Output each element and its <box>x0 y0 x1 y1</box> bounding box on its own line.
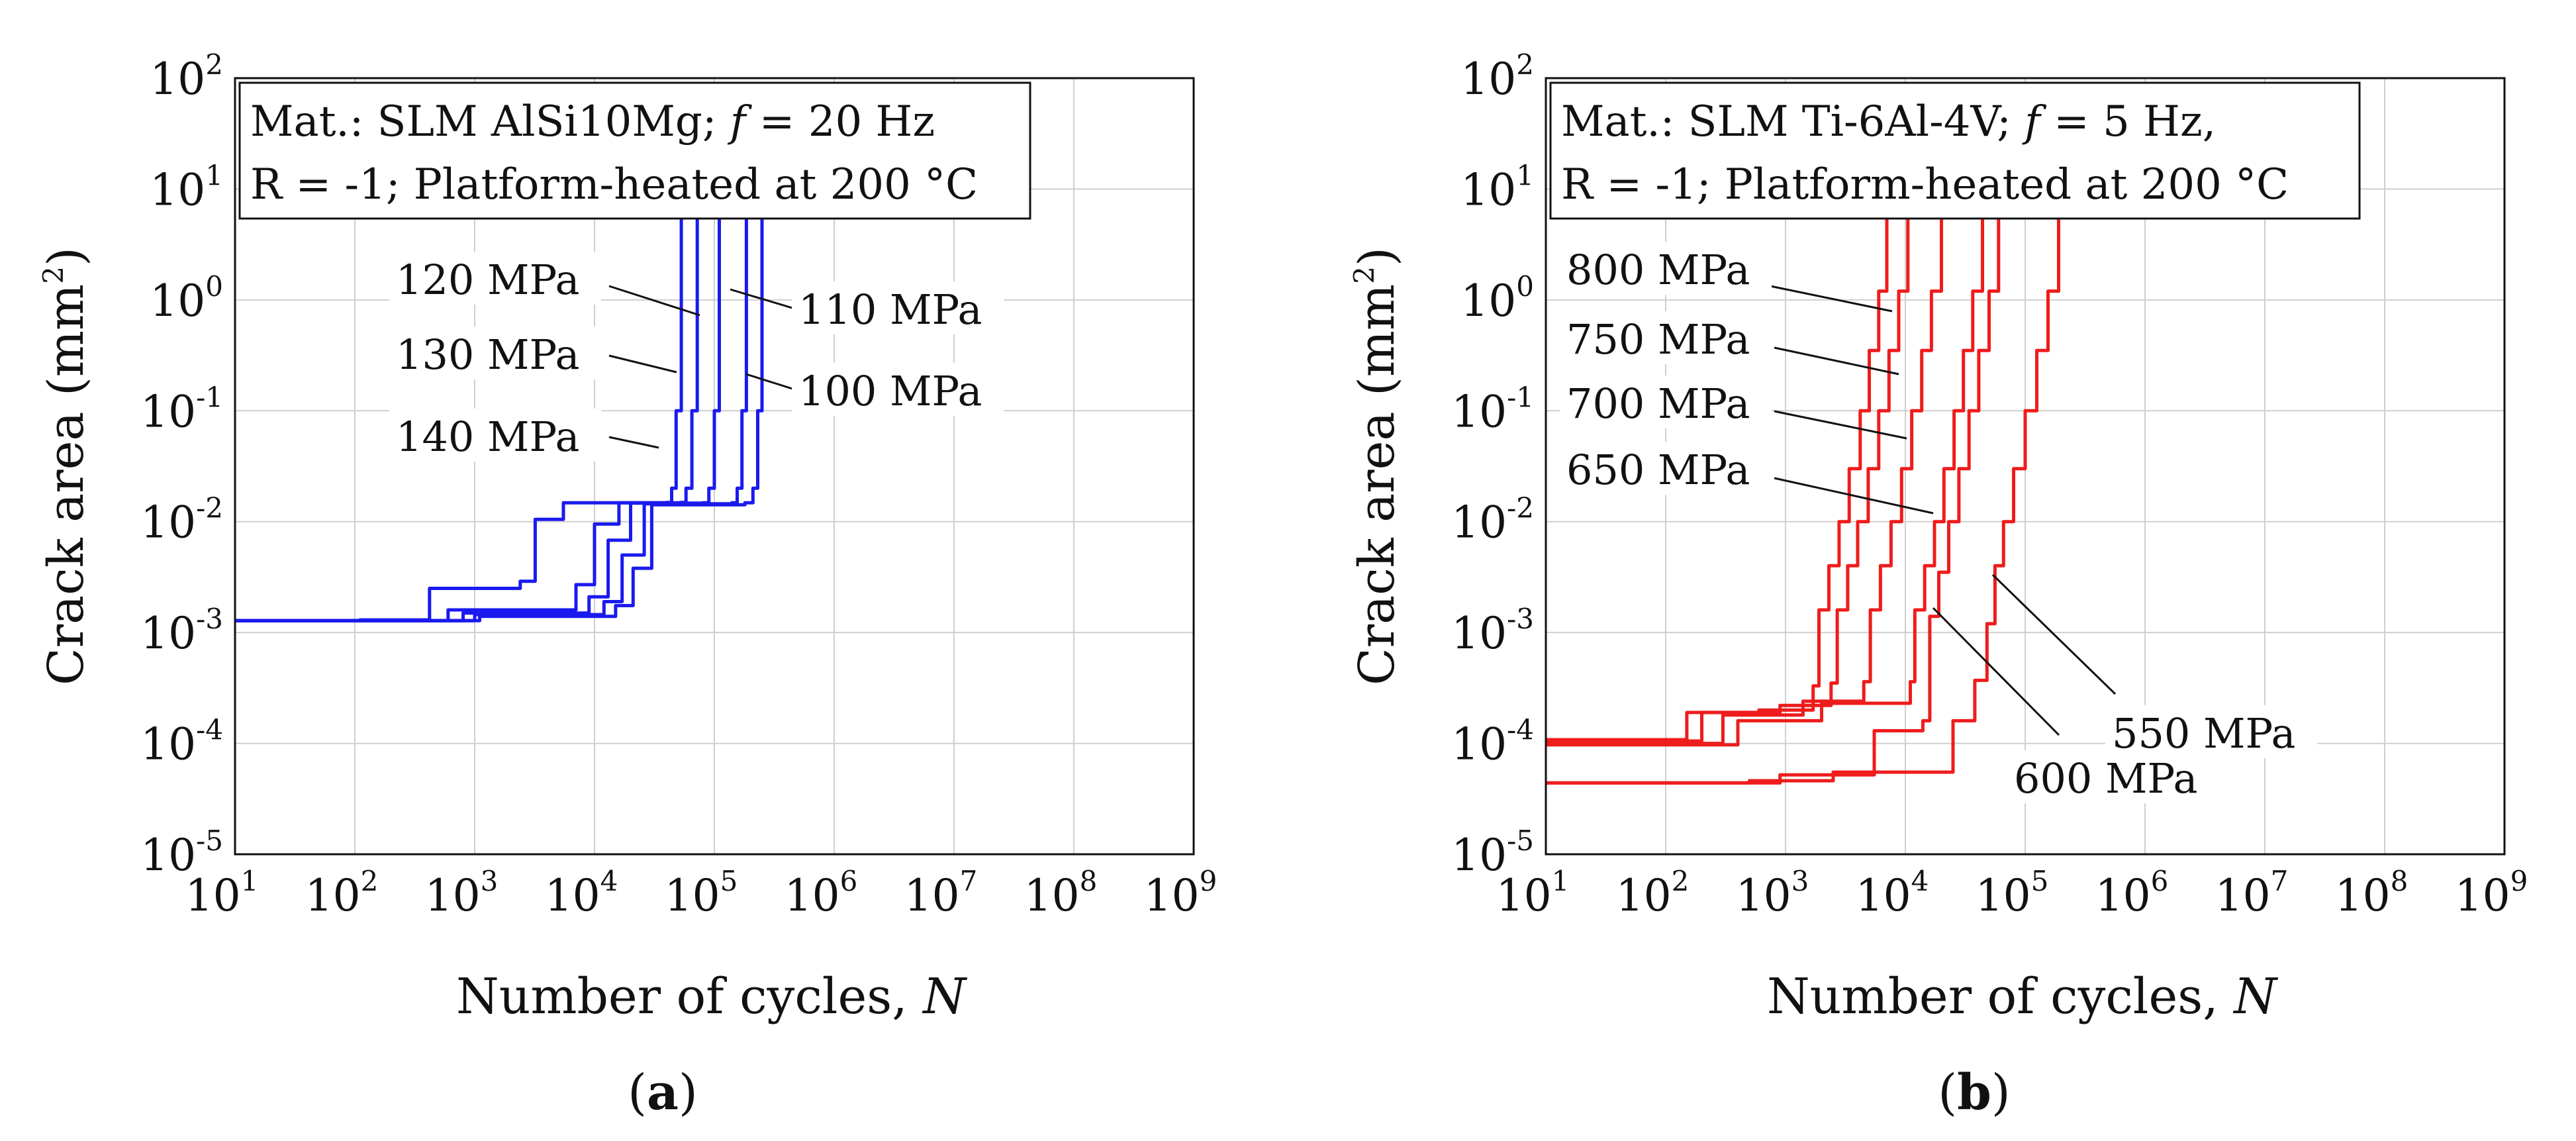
y-tick-label: 10-3 <box>1451 603 1534 659</box>
x-tick-labels-a: 101 102 103 104 105 106 107 108 109 <box>185 865 1217 921</box>
y-tick-label: 100 <box>1460 270 1534 326</box>
y-tick-label: 10-5 <box>1451 824 1534 881</box>
x-tick-label: 103 <box>425 865 499 921</box>
y-axis-label-a: Crack area (mm2) <box>37 247 95 685</box>
plot-frame-b <box>1545 77 2506 856</box>
y-tick-labels-b: 10-5 10-4 10-3 10-2 10-1 100 101 102 <box>1451 48 1534 881</box>
x-tick-label: 108 <box>1024 865 1098 921</box>
info-box-a <box>238 81 1031 220</box>
leader-650-b <box>1774 477 1934 515</box>
y-tick-label: 10-2 <box>140 492 223 548</box>
x-tick-labels-b: 101 102 103 104 105 106 107 108 109 <box>1496 865 2528 921</box>
leader-800-b <box>1747 280 1893 313</box>
leader-140-a <box>608 436 659 449</box>
label-bg-800-b <box>1560 242 1772 295</box>
annotation-100-mpa: 100 MPa <box>798 367 982 415</box>
x-tick-label: 101 <box>185 865 259 921</box>
x-axis-label-b: Number of cycles, N <box>1767 968 2278 1025</box>
label-bg-140-a <box>389 409 601 462</box>
subfigure-label-b: (b) <box>1938 1064 2011 1121</box>
y-tick-label: 10-1 <box>140 381 223 437</box>
annotation-130-mpa: 130 MPa <box>396 330 579 379</box>
x-tick-label: 103 <box>1736 865 1809 921</box>
leader-550-b <box>1991 573 2117 695</box>
x-tick-label: 106 <box>2095 865 2169 921</box>
leader-100-a <box>745 373 795 391</box>
y-tick-label: 10-4 <box>1451 714 1534 770</box>
info-line2-b: R = -1; Platform-heated at 200 °C <box>1561 160 2289 209</box>
y-tick-label: 10-1 <box>1451 381 1534 437</box>
label-bg-600-b <box>2007 750 2219 803</box>
series-750-mpa <box>1546 199 1910 743</box>
info-box-b <box>1549 81 2361 220</box>
leader-700-b <box>1774 410 1907 440</box>
series-650-mpa <box>1546 199 1984 747</box>
leader-110-a <box>730 288 795 310</box>
leader-120-a <box>608 285 700 317</box>
x-tick-label: 104 <box>1856 865 1929 921</box>
info-line2-a: R = -1; Platform-heated at 200 °C <box>250 160 978 209</box>
annotation-800-mpa: 800 MPa <box>1566 246 1750 294</box>
leader-750-b <box>1774 346 1899 375</box>
x-tick-label: 104 <box>545 865 618 921</box>
leader-130-a <box>608 354 677 373</box>
label-bg-550-b <box>2105 705 2317 758</box>
series-600-mpa <box>1546 199 2001 785</box>
series-group-a <box>235 199 764 622</box>
label-bg-750-b <box>1560 311 1772 364</box>
label-bg-110-a <box>792 281 1004 334</box>
info-line1-a: Mat.: SLM AlSi10Mg; f = 20 Hz <box>250 97 935 146</box>
series-700-mpa <box>1546 199 1943 746</box>
x-tick-label: 106 <box>785 865 858 921</box>
x-tick-label: 107 <box>2215 865 2289 921</box>
y-tick-label: 102 <box>1460 48 1534 105</box>
annotations-b <box>1747 280 2117 736</box>
label-bg-100-a <box>792 363 1004 416</box>
leader-600-b <box>1932 607 2060 736</box>
x-tick-label: 105 <box>1976 865 2049 921</box>
x-tick-label: 101 <box>1496 865 1570 921</box>
x-tick-label: 105 <box>665 865 738 921</box>
x-tick-label: 109 <box>1144 865 1217 921</box>
annotation-140-mpa: 140 MPa <box>396 413 579 461</box>
chart-panel-b: 101 102 103 104 105 106 107 108 109 10-5 10-4 10-3… <box>1348 48 2528 1121</box>
y-tick-label: 101 <box>1460 159 1534 215</box>
x-tick-label: 102 <box>1616 865 1690 921</box>
x-tick-label: 107 <box>904 865 978 921</box>
y-tick-labels-a: 10-5 10-4 10-3 10-2 10-1 100 101 102 <box>140 48 223 881</box>
label-bg-700-b <box>1560 375 1772 428</box>
series-group-b <box>1546 199 2060 785</box>
y-axis-label-b: Crack area (mm2) <box>1348 247 1406 685</box>
y-tick-label: 102 <box>150 48 223 105</box>
y-tick-label: 10-5 <box>140 824 223 881</box>
annotation-550-mpa: 550 MPa <box>2112 709 2295 758</box>
y-tick-label: 101 <box>150 159 223 215</box>
x-tick-label: 108 <box>2335 865 2409 921</box>
plot-frame-a <box>234 77 1195 856</box>
annotation-110-mpa: 110 MPa <box>798 285 982 334</box>
y-tick-label: 100 <box>150 270 223 326</box>
label-bg-650-b <box>1560 442 1772 495</box>
annotation-650-mpa: 650 MPa <box>1566 446 1750 494</box>
y-tick-label: 10-3 <box>140 603 223 659</box>
annotation-750-mpa: 750 MPa <box>1566 315 1750 364</box>
series-140-mpa <box>235 199 683 622</box>
annotations-a <box>608 285 795 449</box>
x-axis-label-a: Number of cycles, N <box>456 968 967 1025</box>
series-550-mpa <box>1546 199 2060 785</box>
info-line1-b: Mat.: SLM Ti-6Al-4V; f = 5 Hz, <box>1561 97 2216 146</box>
annotation-120-mpa: 120 MPa <box>396 256 579 304</box>
label-bg-130-a <box>389 326 601 379</box>
y-tick-label: 10-4 <box>140 714 223 770</box>
y-tick-label: 10-2 <box>1451 492 1534 548</box>
subfigure-label-a: (a) <box>628 1064 698 1121</box>
annotation-700-mpa: 700 MPa <box>1566 379 1750 428</box>
label-bg-120-a <box>389 252 601 305</box>
x-tick-label: 102 <box>305 865 379 921</box>
annotation-600-mpa: 600 MPa <box>2014 754 2197 803</box>
x-tick-label: 109 <box>2455 865 2528 921</box>
